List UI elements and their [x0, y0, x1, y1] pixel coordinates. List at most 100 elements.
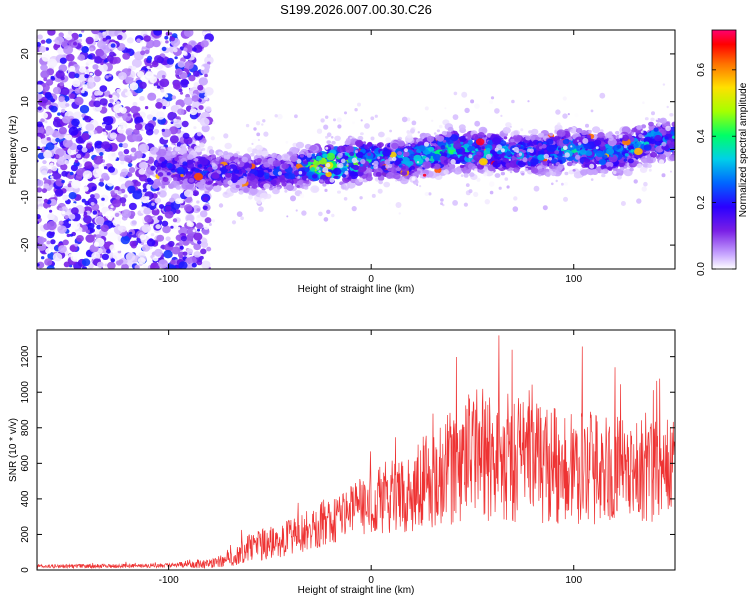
heat-cell — [506, 185, 510, 189]
heat-cell — [223, 184, 229, 188]
heat-cell — [318, 211, 323, 217]
heat-cell — [189, 108, 198, 116]
heat-cell — [359, 196, 363, 200]
heat-cell — [200, 248, 207, 255]
heat-cell — [525, 135, 532, 141]
heat-cell — [135, 106, 141, 112]
heat-cell — [170, 259, 176, 265]
heat-cell — [214, 182, 218, 186]
heat-cell — [337, 190, 341, 194]
heat-cell — [174, 146, 181, 152]
heat-cell — [575, 127, 583, 134]
heat-cell — [156, 85, 161, 89]
heat-cell — [188, 178, 195, 183]
heat-cell — [201, 147, 206, 151]
heat-cell — [94, 56, 103, 64]
heat-cell — [60, 111, 65, 116]
heat-cell — [200, 241, 209, 248]
heat-cell — [187, 83, 194, 89]
heat-cell — [223, 158, 228, 162]
heat-cell — [494, 173, 501, 178]
heat-cell — [542, 161, 548, 166]
heat-cell — [600, 164, 607, 170]
heat-cell — [489, 100, 494, 104]
heat-cell — [409, 157, 413, 160]
heat-cell — [215, 158, 219, 162]
heat-cell — [463, 202, 468, 207]
heat-cell — [37, 136, 42, 143]
heat-cell — [657, 122, 661, 127]
heat-cell — [200, 40, 209, 48]
heat-cell — [144, 106, 149, 110]
heat-cell — [483, 172, 488, 177]
heat-cell — [90, 202, 95, 206]
heat-cell — [614, 130, 620, 135]
heat-cell — [344, 170, 349, 175]
heat-cell — [75, 174, 83, 182]
heat-cell — [129, 82, 139, 91]
heat-cell — [555, 179, 558, 183]
heat-cell — [325, 171, 332, 177]
heat-cell — [212, 184, 222, 193]
heat-cell — [411, 120, 417, 126]
heat-cell — [43, 183, 50, 189]
heat-cell — [654, 139, 662, 146]
heat-cell — [665, 125, 671, 132]
top-y-axis-label: Frequency (Hz) — [8, 116, 19, 185]
heat-cell — [37, 93, 43, 100]
heat-cell — [595, 150, 605, 158]
heat-cell — [588, 129, 592, 134]
heat-cell — [123, 149, 130, 155]
heat-cell — [93, 155, 103, 165]
heat-cell — [357, 164, 367, 173]
heat-cell — [198, 77, 208, 86]
heat-cell — [58, 245, 67, 254]
bottom-y-tick-label: 1200 — [20, 345, 31, 368]
heat-cell — [183, 96, 193, 106]
heat-cell — [439, 151, 444, 155]
heat-cell — [82, 84, 88, 89]
heat-cell — [179, 91, 184, 95]
heat-cell — [125, 130, 132, 136]
heat-cell — [192, 229, 196, 233]
heat-cell — [166, 172, 171, 176]
heat-cell — [139, 143, 150, 153]
heat-cell — [147, 55, 153, 61]
heat-cell — [114, 242, 124, 251]
heat-cell — [141, 224, 151, 233]
heat-cell — [524, 167, 529, 172]
heat-cell — [388, 163, 393, 168]
heat-cell — [401, 166, 406, 170]
heat-cell — [385, 137, 392, 143]
heat-cell — [43, 223, 51, 231]
heat-cell — [161, 167, 166, 171]
heat-cell — [326, 140, 332, 145]
heat-cell — [593, 139, 602, 146]
bottom-y-tick-label: 600 — [20, 455, 31, 472]
heat-cell — [471, 133, 480, 140]
heat-cell — [88, 130, 95, 136]
heat-cell — [654, 134, 662, 142]
heat-cell — [616, 175, 622, 180]
heat-cell — [85, 229, 90, 234]
heat-cell — [608, 135, 614, 141]
heat-cell — [374, 114, 378, 118]
heat-cell — [69, 93, 76, 99]
heat-cell — [262, 119, 266, 123]
heat-cell — [126, 37, 134, 44]
heat-cell — [509, 125, 512, 128]
heat-cell — [179, 245, 184, 250]
heat-cell — [161, 185, 166, 189]
top-y-tick-label: 0 — [20, 146, 31, 152]
heat-cell — [355, 139, 364, 147]
heat-cell — [318, 152, 323, 156]
heat-cell — [271, 152, 278, 159]
heat-cell — [183, 47, 188, 52]
heat-cell — [78, 38, 83, 43]
heat-cell — [255, 149, 263, 156]
heat-cell — [193, 30, 200, 33]
heat-cell — [152, 116, 157, 121]
heat-cell — [58, 64, 68, 73]
heat-cell — [326, 132, 332, 137]
